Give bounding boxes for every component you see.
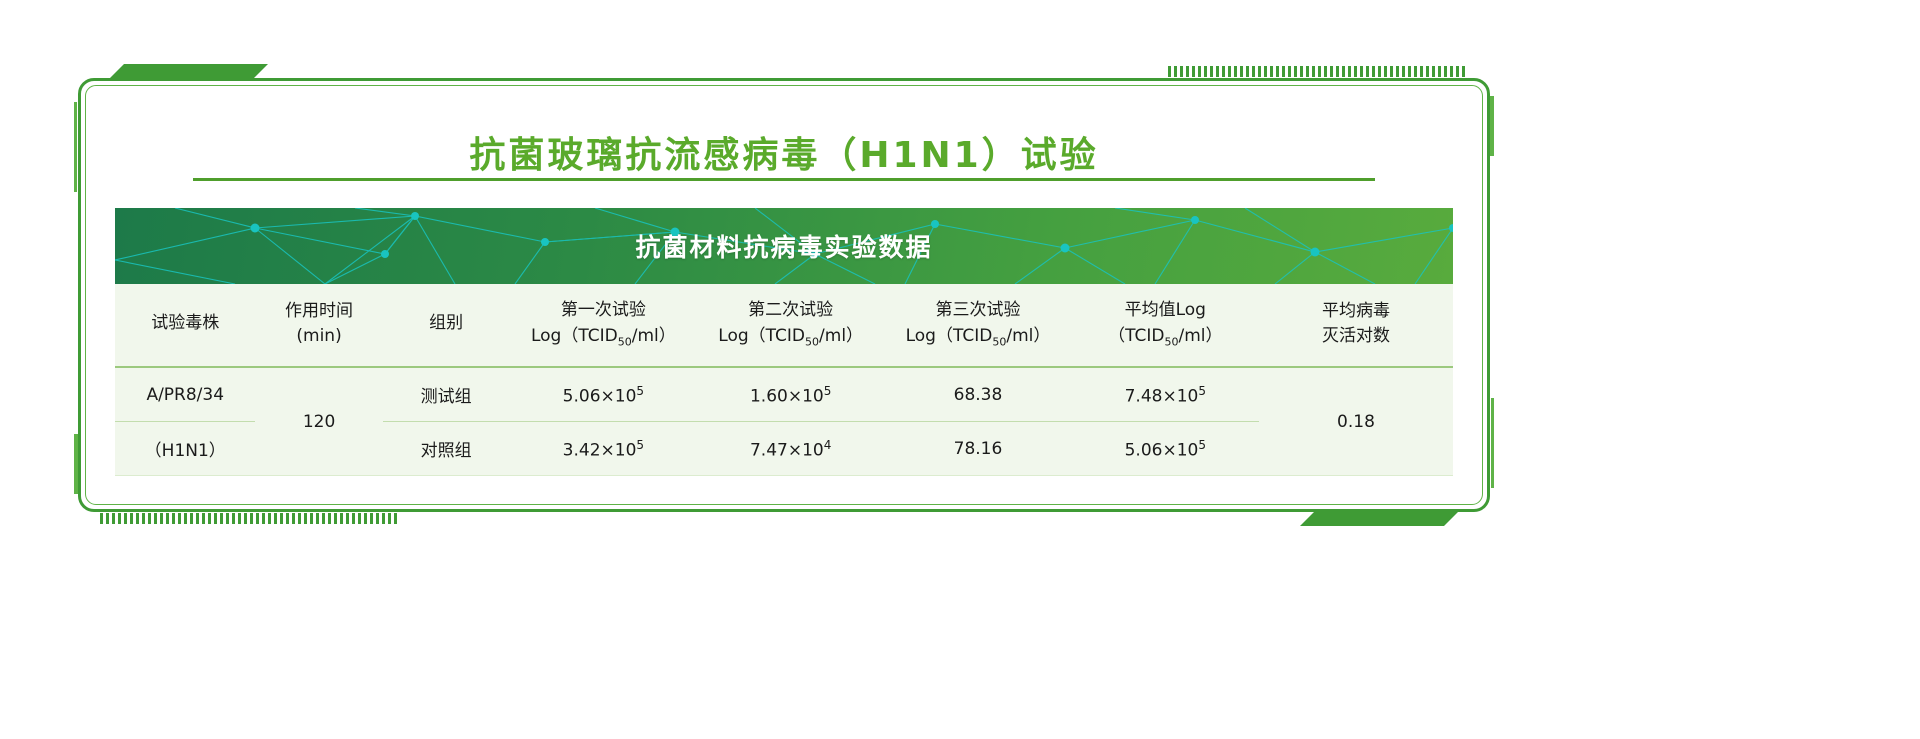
cell-test3-control: 78.16 [953, 438, 1003, 459]
col-header-strain-line1: 试验毒株 [151, 313, 220, 334]
col-header-group-line1: 组别 [429, 313, 464, 334]
frame-inner-border [85, 85, 1483, 505]
cell-test2-control: 7.47×104 [749, 437, 832, 461]
col-header-test1-line1: 第一次试验 [560, 300, 646, 320]
cell-contact-time: 120 [302, 411, 336, 432]
table-banner: 抗菌材料抗病毒实验数据 [115, 208, 1453, 284]
cell-mean-test: 7.48×105 [1071, 367, 1259, 423]
col-header-test3-line2: Log（TCID50/ml） [905, 325, 1051, 348]
col-header-inactivation: 平均病毒 灭活对数 [1258, 284, 1453, 369]
tick-strip-bottom-left-icon [100, 513, 400, 524]
col-header-mean-line1: 平均值Log [1124, 300, 1206, 320]
corner-accent-bottom-right-icon [1300, 510, 1460, 526]
data-table-block: 抗菌材料抗病毒实验数据 试验毒株 作用时间 [115, 208, 1453, 477]
cell-strain-line2: （H1N1） [144, 441, 226, 462]
table-row: A/PR8/34 120 测试组 5.06×105 1.60×105 68.38… [115, 367, 1453, 432]
col-header-test1-line2: Log（TCID50/ml） [530, 325, 676, 348]
page-title: 抗菌玻璃抗流感病毒（H1N1）试验 [469, 135, 1099, 176]
table-header: 试验毒株 作用时间 (min) 组别 第一次试验 Log（TCID50/ml） [115, 284, 1453, 369]
table-bottom-rule [115, 475, 1453, 477]
frame-rail-top-left [74, 102, 77, 192]
corner-accent-top-left-icon [108, 64, 268, 80]
frame-outer-border [78, 78, 1490, 512]
col-header-group: 组别 [382, 284, 510, 369]
table-header-row: 试验毒株 作用时间 (min) 组别 第一次试验 Log（TCID50/ml） [115, 284, 1453, 369]
col-header-test2-line1: 第二次试验 [748, 300, 834, 320]
cell-test1-test: 5.06×105 [509, 367, 698, 423]
frame-rail-bottom-left [74, 434, 78, 494]
col-header-test2: 第二次试验 Log（TCID50/ml） [697, 284, 885, 369]
col-header-mean-line2: （TCID50/ml） [1108, 325, 1223, 348]
experiment-data-table: 试验毒株 作用时间 (min) 组别 第一次试验 Log（TCID50/ml） [115, 284, 1453, 476]
table-body: A/PR8/34 120 测试组 5.06×105 1.60×105 68.38… [115, 367, 1453, 475]
col-header-inactivation-line1: 平均病毒 [1321, 300, 1390, 321]
col-header-inactivation-line2: 灭活对数 [1321, 326, 1390, 347]
cell-test3-test: 68.38 [884, 367, 1072, 423]
col-header-mean: 平均值Log （TCID50/ml） [1071, 284, 1259, 369]
cell-test2-test: 1.60×105 [697, 367, 885, 423]
col-header-test3: 第三次试验 Log（TCID50/ml） [884, 284, 1072, 369]
decorative-frame: 抗菌玻璃抗流感病毒（H1N1）试验 [74, 64, 1494, 526]
frame-rail-top-right [1490, 96, 1494, 156]
cell-strain-line1: A/PR8/34 [115, 367, 256, 423]
col-header-contact-time: 作用时间 (min) [255, 284, 383, 369]
col-header-test1: 第一次试验 Log（TCID50/ml） [509, 284, 698, 369]
cell-test1-control: 3.42×105 [562, 437, 645, 461]
title-underline [193, 178, 1375, 181]
col-header-contact-time-line1: 作用时间 [285, 300, 354, 321]
cell-group-control: 对照组 [420, 441, 472, 462]
cell-inactivation-log: 0.18 [1337, 411, 1375, 432]
col-header-test3-line1: 第三次试验 [935, 300, 1021, 320]
frame-rail-bottom-right [1491, 398, 1494, 488]
col-header-test2-line2: Log（TCID50/ml） [718, 325, 864, 348]
cell-group-test: 测试组 [382, 367, 510, 423]
col-header-contact-time-line2: (min) [296, 326, 342, 347]
network-pattern-icon [115, 208, 1453, 284]
tick-strip-top-right-icon [1168, 66, 1468, 77]
table-row: （H1N1） 对照组 3.42×105 7.47×104 78.16 5.06×… [115, 422, 1453, 476]
cell-mean-control: 5.06×105 [1124, 437, 1206, 461]
banner-title: 抗菌材料抗病毒实验数据 [635, 233, 933, 262]
col-header-strain: 试验毒株 [115, 284, 256, 369]
